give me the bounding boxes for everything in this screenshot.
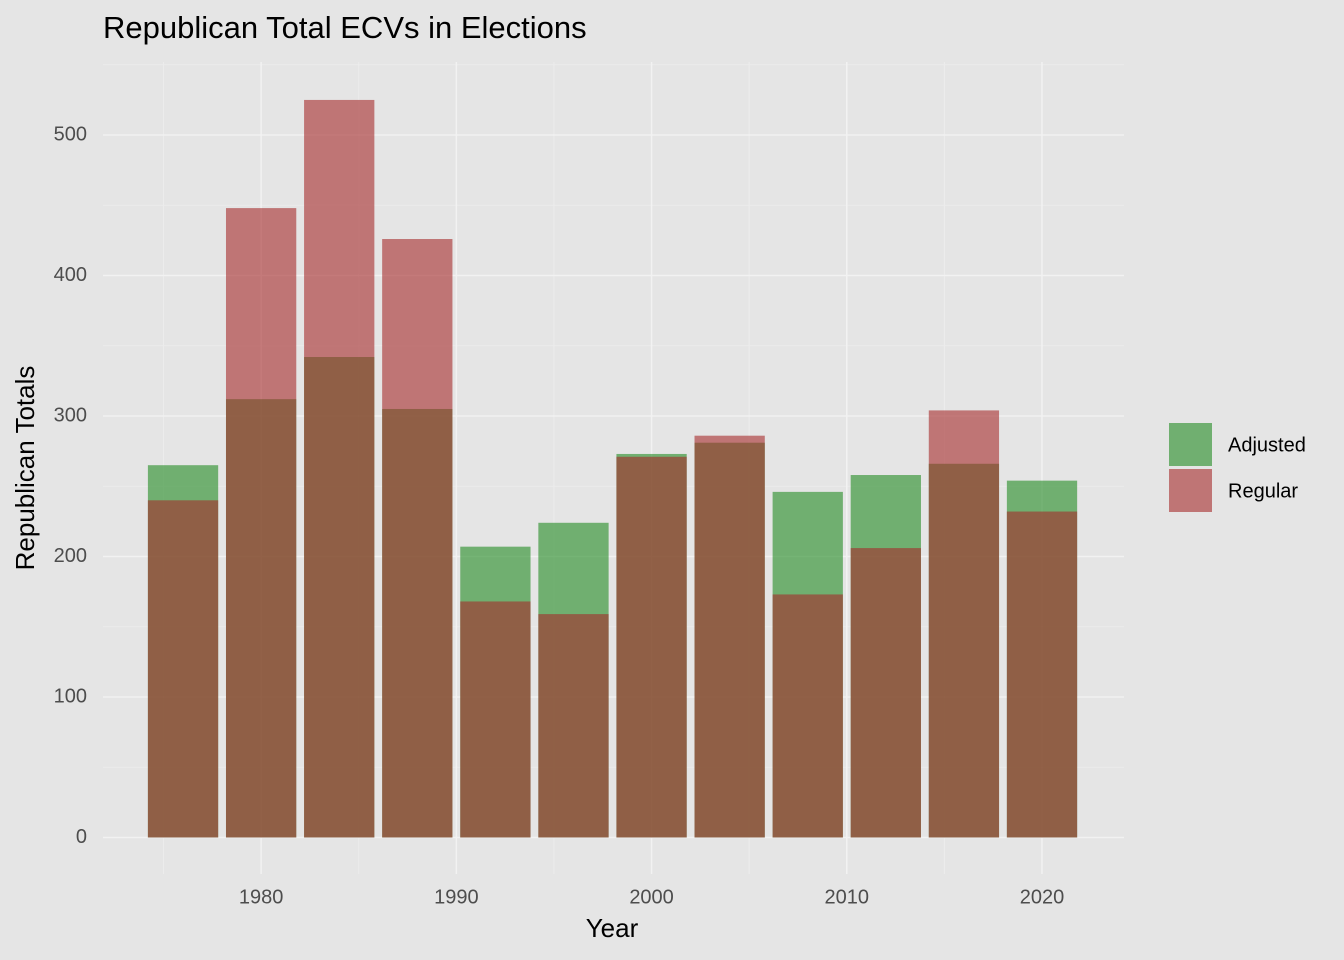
bar <box>538 614 609 838</box>
bar <box>382 239 453 838</box>
x-tick-label: 1990 <box>434 886 479 908</box>
bar <box>616 456 687 838</box>
y-tick-label: 500 <box>54 123 87 145</box>
y-tick-label: 400 <box>54 264 87 286</box>
legend-label: Adjusted <box>1228 434 1306 456</box>
legend-label: Regular <box>1228 480 1298 502</box>
legend-key <box>1169 423 1212 466</box>
x-tick-label: 2010 <box>825 886 870 908</box>
y-tick-label: 300 <box>54 404 87 426</box>
chart-title: Republican Total ECVs in Elections <box>103 10 587 45</box>
x-tick-label: 1980 <box>239 886 284 908</box>
legend-key <box>1169 469 1212 512</box>
bar <box>850 548 921 838</box>
x-tick-label: 2020 <box>1020 886 1065 908</box>
y-axis-title: Republican Totals <box>10 366 40 571</box>
bar <box>225 208 297 838</box>
x-axis-title: Year <box>586 913 639 943</box>
y-tick-label: 100 <box>54 685 87 707</box>
bar <box>772 594 843 838</box>
bar <box>694 435 765 838</box>
bar <box>147 500 219 838</box>
bar <box>460 601 531 838</box>
y-tick-label: 0 <box>76 826 87 848</box>
x-tick-label: 2000 <box>629 886 674 908</box>
y-tick-label: 200 <box>54 545 87 567</box>
bar <box>1006 511 1078 838</box>
bar <box>304 99 375 838</box>
bar <box>928 410 1000 838</box>
